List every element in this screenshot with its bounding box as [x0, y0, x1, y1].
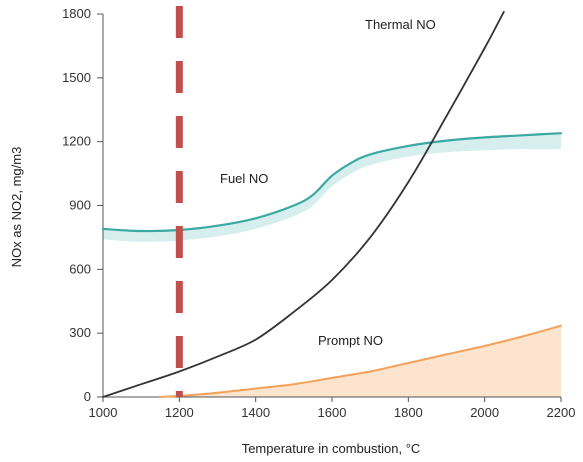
- y-axis-label: NOx as NO2, mg/m3: [9, 147, 24, 268]
- x-tick-label: 1000: [89, 405, 118, 420]
- x-tick-label: 2200: [547, 405, 576, 420]
- series-lines: [101, 11, 563, 398]
- series-label-fuel-no: Fuel NO: [220, 171, 268, 186]
- x-tick-label: 1200: [165, 405, 194, 420]
- series-label-thermal-no: Thermal NO: [365, 17, 436, 32]
- y-tick-label: 600: [69, 261, 91, 276]
- thermal-no-line: [102, 11, 505, 398]
- y-tick-label: 0: [84, 389, 91, 404]
- y-tick-label: 1800: [62, 6, 91, 21]
- fuel-no-band: [103, 133, 561, 242]
- y-tick-label: 300: [69, 325, 91, 340]
- series-label-prompt-no: Prompt NO: [318, 333, 383, 348]
- prompt-no-line: [159, 324, 562, 398]
- text-layer: Thermal NO Fuel NO Prompt NO Temperature…: [9, 17, 436, 456]
- x-tick-label: 1400: [241, 405, 270, 420]
- area-layer: [103, 133, 562, 397]
- x-tick-label: 2000: [470, 405, 499, 420]
- y-tick-label: 900: [69, 198, 91, 213]
- axes: 1000 1200 1400 1600 1800 2000 2200 0 300 600 900 12…: [62, 6, 575, 420]
- y-tick-label: 1200: [62, 134, 91, 149]
- fuel-no-line: [101, 132, 563, 233]
- x-tick-label: 1600: [318, 405, 347, 420]
- x-axis-label: Temperature in combustion, °C: [242, 441, 421, 456]
- prompt-no-area: [160, 325, 562, 397]
- x-tick-label: 1800: [394, 405, 423, 420]
- y-tick-label: 1500: [62, 70, 91, 85]
